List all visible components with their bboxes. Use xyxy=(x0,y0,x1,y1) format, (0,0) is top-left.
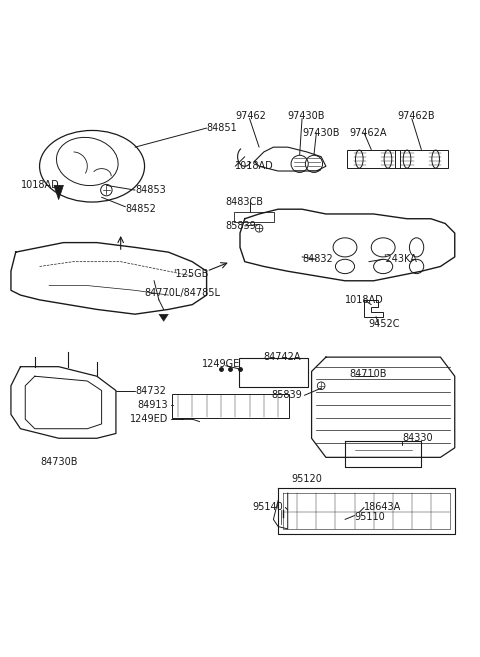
Text: 97430B: 97430B xyxy=(302,128,339,138)
Text: 9452C: 9452C xyxy=(369,319,400,328)
Polygon shape xyxy=(54,185,63,200)
Text: 84330: 84330 xyxy=(402,433,433,443)
Text: 84832: 84832 xyxy=(302,254,333,264)
Text: 95140: 95140 xyxy=(252,503,283,512)
Text: 85839: 85839 xyxy=(271,390,302,400)
Text: 1018AD: 1018AD xyxy=(345,295,384,305)
Text: 8483CB: 8483CB xyxy=(226,197,264,207)
Text: 97462: 97462 xyxy=(235,111,266,121)
Text: 1018AD: 1018AD xyxy=(21,180,59,191)
Text: 97462A: 97462A xyxy=(350,128,387,138)
Text: 84852: 84852 xyxy=(125,204,156,214)
Text: 1249ED: 1249ED xyxy=(130,414,168,424)
Text: 1249GE: 1249GE xyxy=(202,359,240,369)
Text: 84732: 84732 xyxy=(135,386,166,396)
Text: 84913: 84913 xyxy=(138,400,168,410)
Text: '125GB: '125GB xyxy=(173,269,209,279)
Text: 97430B: 97430B xyxy=(288,111,325,121)
Text: 84730B: 84730B xyxy=(40,457,77,467)
Text: 84742A: 84742A xyxy=(264,352,301,362)
Text: 84710B: 84710B xyxy=(350,369,387,379)
Text: 84853: 84853 xyxy=(135,185,166,195)
Text: 95110: 95110 xyxy=(355,512,385,522)
Text: 84770L/84785L: 84770L/84785L xyxy=(144,288,220,298)
Text: 97462B: 97462B xyxy=(397,111,435,121)
Polygon shape xyxy=(159,314,168,321)
Text: 84851: 84851 xyxy=(206,123,237,133)
Text: 95120: 95120 xyxy=(291,474,322,484)
Text: 18643A: 18643A xyxy=(364,503,401,512)
Text: 85839: 85839 xyxy=(226,221,256,231)
Text: '243KA: '243KA xyxy=(383,254,417,264)
Text: 1018AD: 1018AD xyxy=(235,161,274,171)
